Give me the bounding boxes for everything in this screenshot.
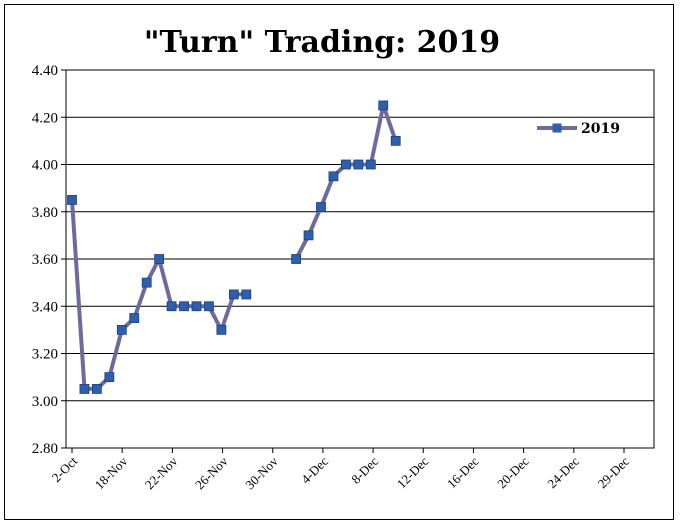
data-point: [166, 301, 177, 312]
y-tick-label: 3.00: [32, 394, 58, 410]
series-2019: [67, 100, 401, 394]
x-tick-label: 4-Dec: [298, 453, 331, 486]
y-tick-label: 3.40: [32, 299, 58, 315]
y-tick-label: 3.20: [32, 347, 58, 363]
data-point: [129, 313, 140, 323]
data-point: [328, 171, 339, 182]
x-axis: 2-Oct 18-Nov 22-Nov 26-Nov 30-Nov 4-Dec 8-Dec 1…: [49, 448, 632, 492]
data-point: [316, 202, 326, 212]
series-line: [70, 199, 247, 391]
data-point: [141, 277, 152, 288]
data-point: [353, 159, 364, 170]
data-point: [116, 324, 127, 335]
x-tick-label: 22-Nov: [142, 453, 181, 492]
data-point: [303, 230, 314, 241]
y-tick-label: 3.60: [32, 252, 58, 268]
legend-label: 2019: [581, 121, 620, 137]
data-point: [340, 159, 351, 170]
x-tick-label: 2-Oct: [49, 453, 81, 485]
legend-marker-swatch: [552, 123, 562, 133]
data-point: [216, 324, 227, 335]
x-tick-label: 29-Dec: [594, 453, 632, 491]
x-tick-label: 18-Nov: [92, 453, 131, 492]
y-tick-label: 4.40: [32, 63, 58, 79]
x-tick-label: 20-Dec: [494, 453, 532, 491]
y-tick-label: 3.80: [32, 205, 58, 221]
data-point: [228, 289, 239, 300]
data-point: [92, 384, 102, 394]
data-point: [79, 384, 90, 394]
data-point: [241, 289, 252, 300]
chart-title: "Turn" Trading: 2019: [144, 25, 500, 60]
x-tick-label: 16-Dec: [444, 453, 482, 491]
data-point: [179, 301, 189, 312]
y-axis: 2.80 3.00 3.20 3.40 3.60 3.80 4.00 4.20 4.40: [32, 63, 66, 457]
data-point: [365, 159, 376, 170]
data-point: [154, 254, 165, 264]
data-point: [67, 195, 77, 205]
data-point: [191, 301, 202, 312]
data-point: [104, 372, 115, 383]
chart-frame: [4, 4, 674, 520]
data-point: [291, 254, 302, 264]
data-point: [390, 135, 401, 146]
y-tick-label: 4.00: [32, 158, 58, 174]
x-tick-label: 24-Dec: [544, 453, 582, 491]
data-point: [204, 301, 214, 312]
x-tick-label: 30-Nov: [242, 453, 281, 492]
x-tick-label: 8-Dec: [348, 453, 381, 486]
x-tick-label: 26-Nov: [192, 453, 231, 492]
legend: 2019: [537, 121, 620, 137]
data-point: [378, 100, 389, 111]
x-tick-label: 12-Dec: [394, 453, 432, 491]
y-tick-label: 2.80: [32, 441, 58, 457]
y-tick-label: 4.20: [32, 110, 58, 126]
